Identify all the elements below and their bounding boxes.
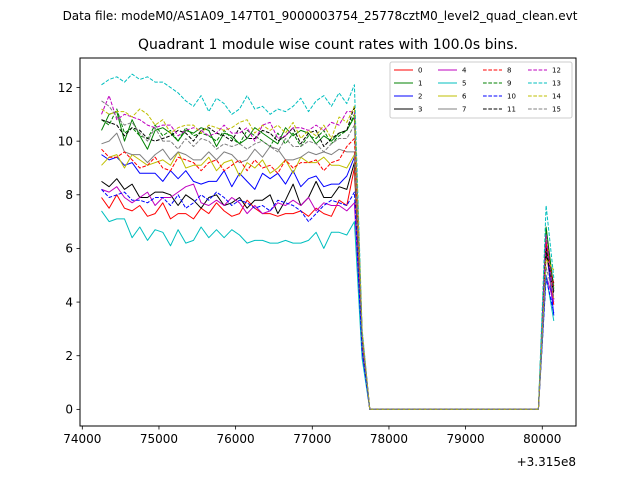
figure-suptitle: Data file: modeM0/AS1A09_147T01_90000037… xyxy=(63,9,578,23)
legend-label-6: 6 xyxy=(462,93,467,101)
x-tick-label: 74000 xyxy=(63,432,101,446)
axes-frame xyxy=(79,57,577,427)
y-tick-label: 10 xyxy=(58,134,73,148)
x-tick-label: 76000 xyxy=(217,432,255,446)
y-tick-label: 0 xyxy=(65,403,73,417)
legend-label-2: 2 xyxy=(418,93,422,101)
series-line-15 xyxy=(101,100,555,410)
legend-label-0: 0 xyxy=(418,67,422,75)
legend-label-13: 13 xyxy=(552,80,561,88)
legend-label-1: 1 xyxy=(418,80,422,88)
legend-label-11: 11 xyxy=(507,106,516,114)
legend-label-12: 12 xyxy=(552,67,561,75)
legend-label-5: 5 xyxy=(462,80,466,88)
legend-label-15: 15 xyxy=(552,106,561,114)
y-axis: 0 2 4 6 8 10 12 xyxy=(58,81,80,417)
x-tick-label: 77000 xyxy=(293,432,331,446)
legend-label-9: 9 xyxy=(507,80,511,88)
legend-label-14: 14 xyxy=(552,93,561,101)
x-tick-label: 78000 xyxy=(370,432,408,446)
x-axis-offset-label: +3.315e8 xyxy=(517,455,576,469)
legend-label-10: 10 xyxy=(507,93,516,101)
legend-label-3: 3 xyxy=(418,106,422,114)
series-line-12 xyxy=(101,95,555,410)
plot-area xyxy=(79,57,577,427)
legend-label-4: 4 xyxy=(462,67,467,75)
legend-label-7: 7 xyxy=(462,106,466,114)
series-line-14 xyxy=(101,105,555,410)
series-layer xyxy=(101,73,555,410)
legend-frame xyxy=(389,61,573,119)
x-tick-label: 75000 xyxy=(140,432,178,446)
x-tick-label: 79000 xyxy=(447,432,485,446)
y-tick-label: 8 xyxy=(65,188,73,202)
y-tick-label: 2 xyxy=(65,349,73,363)
chart-title: Quadrant 1 module wise count rates with … xyxy=(138,37,518,53)
y-tick-label: 6 xyxy=(65,242,73,256)
y-tick-label: 4 xyxy=(65,295,73,309)
y-tick-label: 12 xyxy=(58,81,73,95)
x-tick-label: 80000 xyxy=(523,432,561,446)
legend-label-8: 8 xyxy=(507,67,511,75)
x-axis: 74000 75000 76000 77000 78000 79000 80000 xyxy=(63,426,561,446)
